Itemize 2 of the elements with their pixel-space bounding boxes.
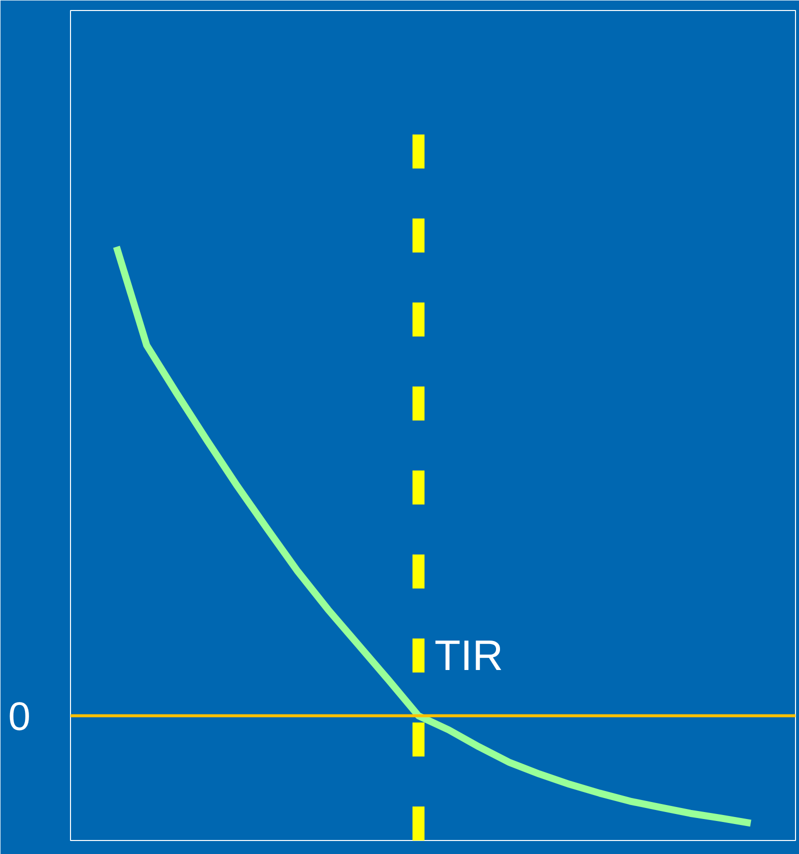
ref-line-label: 0	[8, 694, 31, 739]
annotation: TIR	[434, 632, 504, 680]
